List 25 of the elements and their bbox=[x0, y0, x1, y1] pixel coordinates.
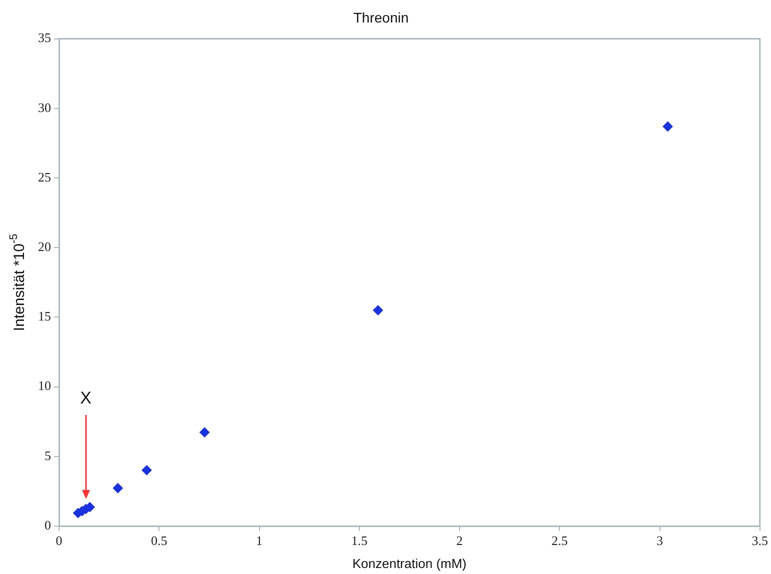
x-tick-label: 0.5 bbox=[151, 533, 168, 548]
y-tick-label: 35 bbox=[38, 30, 51, 46]
y-tick-label: 0 bbox=[44, 517, 51, 532]
point bbox=[662, 121, 673, 132]
x-axis-title: Konzentration (mM) bbox=[352, 556, 467, 571]
y-tick-label: 25 bbox=[38, 169, 51, 184]
y-tick-label: 5 bbox=[44, 448, 51, 463]
y-tick-label: 30 bbox=[38, 100, 51, 115]
point bbox=[373, 305, 383, 316]
y-axis-title: Intensität *10-5 bbox=[8, 234, 28, 332]
x-tick-label: 3 bbox=[656, 533, 663, 548]
x-tick-label: 3.5 bbox=[752, 533, 768, 548]
x-tick-label: 1 bbox=[256, 533, 262, 548]
x-tick-label: 1.5 bbox=[351, 533, 368, 548]
chart-title: Threonin bbox=[353, 9, 409, 26]
x-tick-label: 0 bbox=[56, 533, 62, 548]
x-tick-label: 2.5 bbox=[552, 533, 568, 548]
y-tick-label: 15 bbox=[38, 308, 51, 324]
point bbox=[112, 483, 123, 494]
annotation: X bbox=[80, 388, 92, 408]
y-tick-label: 20 bbox=[38, 239, 51, 254]
point bbox=[200, 427, 210, 438]
point bbox=[142, 465, 152, 476]
x-tick-label: 2 bbox=[456, 533, 463, 548]
y-tick-label: 10 bbox=[38, 378, 51, 394]
